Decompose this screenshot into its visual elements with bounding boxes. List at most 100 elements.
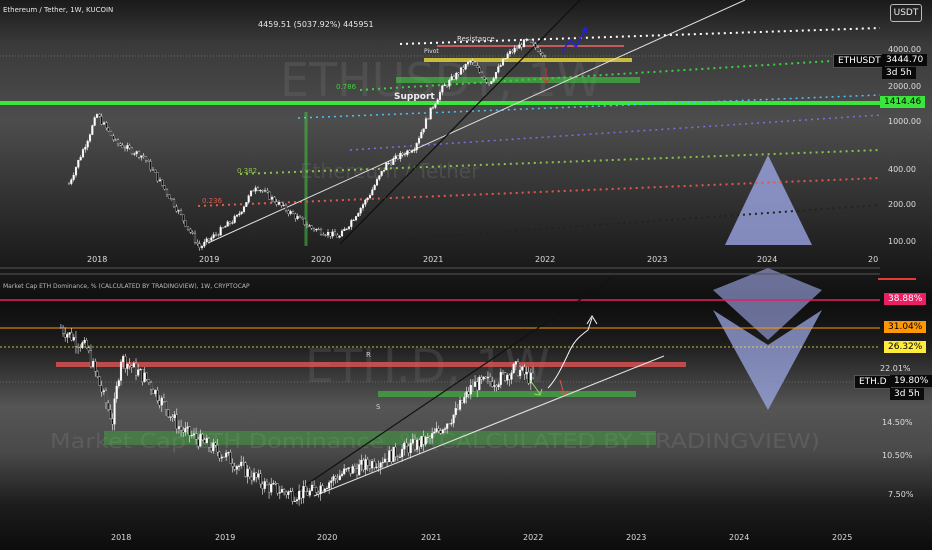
candle-body [177, 426, 180, 429]
candle-body [149, 382, 153, 390]
candle-body [434, 103, 437, 108]
candle-body [399, 152, 402, 160]
candle-body [171, 416, 174, 419]
candle-body [100, 116, 103, 125]
candle-body [277, 202, 281, 205]
candle-body [246, 468, 249, 477]
top-y-tick: 200.00 [888, 200, 916, 209]
top-y-axis: 4000.00 2000.00 1000.00 400.00 200.00 10… [888, 45, 921, 246]
candle-body [175, 206, 178, 212]
candle-body [298, 490, 301, 500]
candle-body [161, 179, 164, 186]
bottom-chart-header: Market Cap ETH Dominance, % (CALCULATED … [3, 283, 250, 290]
candle-body [513, 47, 516, 53]
currency-selector[interactable]: USDT [890, 4, 922, 22]
candle-body [119, 143, 122, 146]
candle-body [510, 372, 513, 380]
candle-body [413, 149, 416, 152]
candle-body [465, 391, 468, 398]
candle-body [302, 486, 305, 499]
candle-body [107, 127, 110, 132]
candle-body [261, 190, 264, 192]
candle-body [480, 376, 483, 380]
candle-body [362, 459, 365, 470]
resistance-label: Resistance [457, 35, 495, 43]
candle-body [415, 143, 418, 151]
candle-body [192, 433, 196, 436]
candle-body [351, 466, 354, 474]
candle-body [193, 233, 197, 243]
candle-body [116, 139, 120, 144]
candle-body [338, 475, 341, 481]
candle-body [229, 452, 232, 464]
top-y-tick: 100.00 [888, 237, 916, 246]
candle-body [79, 157, 82, 161]
bottom-x-tick: 2025 [832, 533, 852, 542]
candle-body [217, 234, 220, 236]
candle-body [207, 438, 211, 448]
candle-body [231, 222, 234, 224]
candle-body [84, 147, 87, 150]
candle-body [263, 481, 266, 489]
candle-body [257, 473, 260, 478]
candle-body [151, 169, 155, 171]
candle-body [112, 135, 115, 140]
candle-body [431, 433, 434, 439]
candle-body [358, 464, 361, 476]
candle-body [133, 153, 136, 155]
candle-body [439, 430, 442, 434]
candle-body [448, 79, 451, 87]
level-tag-3104: 31.04% [884, 321, 927, 333]
candle-body [186, 426, 189, 429]
bottom-trendline-white [313, 355, 665, 497]
candle-body [83, 340, 86, 343]
candle-body [401, 449, 404, 458]
candle-body [501, 372, 505, 374]
candle-body [373, 461, 376, 468]
candle-body [92, 361, 95, 367]
candle-body [305, 224, 309, 226]
candle-body [436, 99, 439, 105]
candle-body [134, 362, 138, 376]
candle-body [334, 476, 337, 479]
candle-body [102, 122, 106, 125]
candle-body [354, 216, 358, 221]
bottom-y-tick: 10.50% [882, 451, 913, 460]
candle-body [162, 397, 165, 402]
candle-body [276, 483, 279, 494]
candle-body [521, 366, 524, 371]
candle-body [435, 428, 438, 433]
candle-body [191, 232, 194, 234]
bottom-y-tick: 22.01% [880, 364, 911, 373]
candle-body [340, 473, 344, 476]
top-fib-labels: 0.786 0.382 0.236 [202, 83, 357, 205]
candle-body [210, 237, 213, 241]
candle-body [147, 379, 150, 383]
candle-body [331, 231, 334, 237]
candle-body [323, 488, 326, 492]
candle-body [107, 402, 110, 410]
candle-body [156, 389, 159, 401]
candle-body [296, 216, 299, 219]
candle-body [349, 467, 352, 474]
candle-body [531, 372, 535, 379]
candle-body [332, 476, 335, 481]
candle-body [396, 155, 400, 160]
bottom-x-tick: 2019 [215, 533, 235, 542]
candle-body [424, 118, 428, 129]
candle-body [476, 65, 479, 68]
candle-body [499, 372, 502, 385]
candle-body [464, 64, 467, 70]
top-x-tick: 2021 [423, 255, 443, 264]
fib-label-0618: 0.382 [237, 167, 257, 175]
candle-body [541, 52, 544, 56]
candle-body [59, 327, 62, 329]
candle-body [163, 185, 166, 190]
fib-label-0786: 0.786 [336, 83, 357, 91]
candle-body [319, 229, 323, 235]
candle-body [368, 195, 372, 199]
candle-body [401, 152, 404, 155]
candle-body [168, 194, 171, 199]
candle-body [62, 327, 65, 334]
candle-body [109, 130, 113, 137]
